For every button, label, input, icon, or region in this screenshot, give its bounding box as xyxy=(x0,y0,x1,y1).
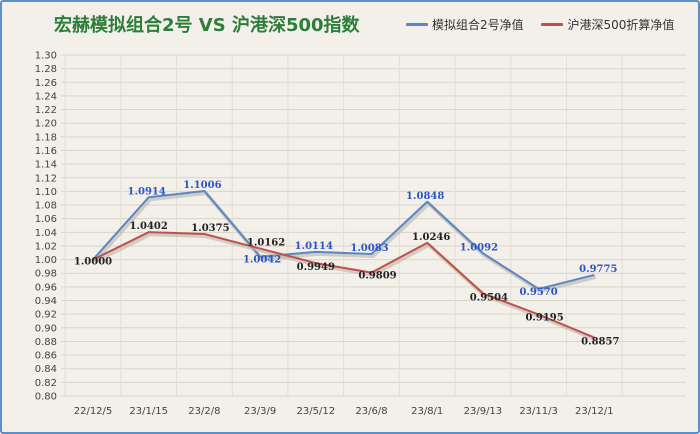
y-tick-label: 1.30 xyxy=(35,51,57,62)
legend-item-index: 沪港深500折算净值 xyxy=(541,16,674,33)
y-tick-label: 1.26 xyxy=(35,78,57,89)
x-tick-label: 23/1/15 xyxy=(129,406,168,417)
data-label-0: 1.0114 xyxy=(295,241,333,252)
x-tick-label: 23/6/8 xyxy=(355,406,387,417)
data-label-0: 1.0083 xyxy=(350,243,388,254)
data-label-1: 0.9504 xyxy=(470,292,508,303)
legend-label-portfolio: 模拟组合2号净值 xyxy=(432,18,524,32)
legend-item-portfolio: 模拟组合2号净值 xyxy=(406,16,524,33)
y-tick-label: 1.08 xyxy=(35,201,57,212)
legend-label-index: 沪港深500折算净值 xyxy=(567,18,675,32)
x-tick-label: 23/5/12 xyxy=(297,406,336,417)
y-tick-label: 0.96 xyxy=(35,282,57,293)
x-tick-label: 23/2/8 xyxy=(188,406,220,417)
data-label-1: 0.9195 xyxy=(525,313,563,324)
chart-title: 宏赫模拟组合2号 VS 沪港深500指数 xyxy=(54,15,360,36)
y-tick-label: 1.24 xyxy=(35,91,57,102)
y-tick-label: 1.10 xyxy=(35,187,57,198)
y-tick-label: 1.22 xyxy=(35,105,57,116)
data-label-1: 1.0246 xyxy=(412,232,450,243)
data-label-0: 1.0914 xyxy=(128,186,166,197)
y-tick-label: 0.94 xyxy=(35,296,57,307)
y-tick-label: 1.28 xyxy=(35,64,57,75)
data-label-1: 0.8857 xyxy=(581,337,619,348)
y-tick-label: 0.82 xyxy=(35,378,57,389)
data-label-0: 1.0848 xyxy=(406,191,444,202)
y-tick-label: 0.98 xyxy=(35,269,57,280)
series-line-0 xyxy=(92,189,595,290)
data-label-0: 1.0092 xyxy=(460,242,498,253)
x-tick-label: 23/9/13 xyxy=(464,406,503,417)
y-tick-label: 1.14 xyxy=(35,160,57,171)
series-shadow xyxy=(93,232,597,342)
y-tick-label: 0.90 xyxy=(35,323,57,334)
data-label-1: 1.0162 xyxy=(247,238,285,249)
data-label-0: 0.9775 xyxy=(579,264,617,275)
y-tick-label: 1.20 xyxy=(35,119,57,130)
y-tick-label: 0.92 xyxy=(35,310,57,321)
y-tick-label: 1.18 xyxy=(35,132,57,143)
x-tick-label: 22/12/5 xyxy=(74,406,113,417)
legend-swatch-index xyxy=(541,23,564,26)
chart-legend: 模拟组合2号净值 沪港深500折算净值 xyxy=(406,15,688,33)
data-label-1: 0.9809 xyxy=(358,271,396,282)
series-line-1 xyxy=(92,231,595,339)
x-tick-label: 23/8/1 xyxy=(411,406,443,417)
y-tick-label: 0.80 xyxy=(35,392,57,403)
y-tick-label: 1.00 xyxy=(35,255,57,266)
legend-swatch-portfolio xyxy=(406,23,428,26)
data-label-1: 1.0375 xyxy=(191,223,229,234)
y-tick-label: 0.88 xyxy=(35,337,57,348)
y-tick-label: 1.04 xyxy=(35,228,57,239)
y-tick-label: 1.12 xyxy=(35,173,57,184)
y-tick-label: 1.06 xyxy=(35,214,57,225)
y-tick-label: 1.16 xyxy=(35,146,57,157)
x-tick-label: 23/3/9 xyxy=(244,406,276,417)
data-label-0: 0.9570 xyxy=(519,287,557,298)
x-tick-label: 23/11/3 xyxy=(519,406,558,417)
data-label-1: 1.0402 xyxy=(130,221,168,232)
series-shadow xyxy=(93,190,597,293)
y-tick-label: 0.86 xyxy=(35,351,57,362)
y-tick-label: 0.84 xyxy=(35,364,57,375)
data-label-1: 0.9949 xyxy=(297,262,335,273)
data-label-0: 1.1006 xyxy=(183,180,221,191)
data-label-0: 1.0042 xyxy=(243,255,281,266)
y-tick-label: 1.02 xyxy=(35,241,57,252)
data-label-1: 1.0000 xyxy=(74,257,112,268)
x-tick-label: 23/12/1 xyxy=(575,406,614,417)
